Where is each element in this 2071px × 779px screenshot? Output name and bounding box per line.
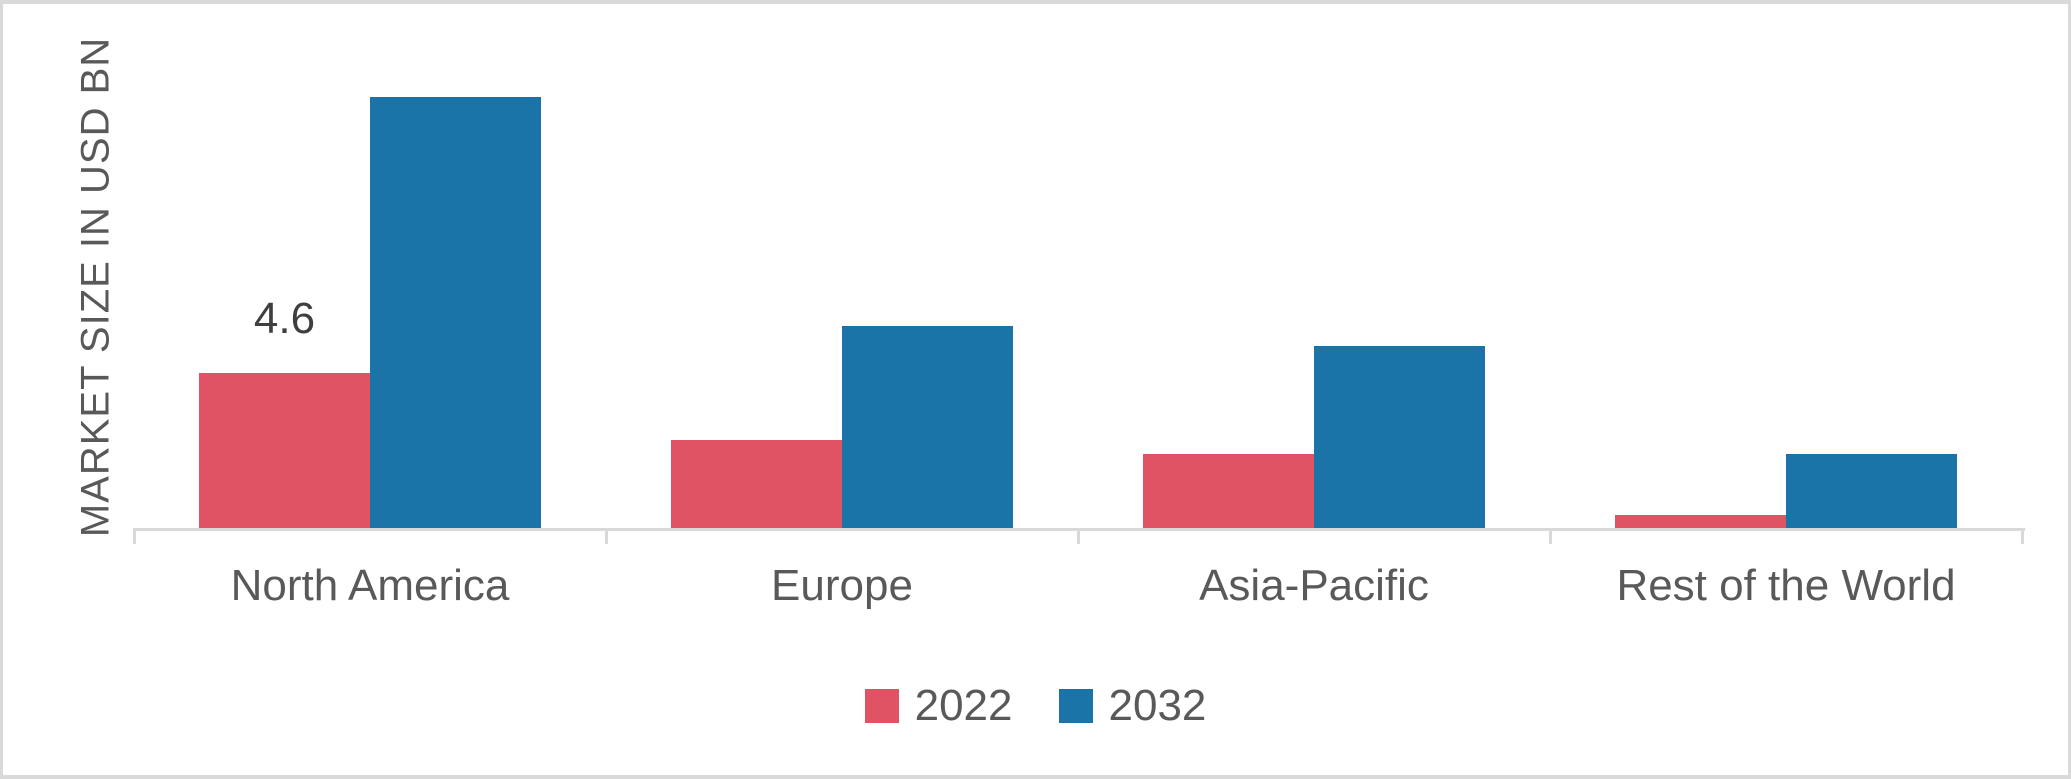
category-label: Rest of the World (1616, 561, 1956, 610)
legend-swatch-icon (864, 689, 899, 723)
bar-value-label: 4.6 (253, 294, 316, 343)
bar-2022 (1143, 454, 1314, 528)
legend-label: 2022 (914, 681, 1013, 730)
bar-2032 (842, 326, 1013, 528)
x-axis-tick (1549, 528, 1552, 544)
bar-2022 (671, 440, 842, 528)
bar-2022 (1615, 515, 1786, 528)
bar-2032 (370, 97, 541, 528)
category-label: Asia-Pacific (1199, 561, 1429, 610)
category-label: North America (230, 561, 510, 610)
legend-item-2032: 2032 (1058, 681, 1207, 730)
x-axis-tick (605, 528, 608, 544)
category-label: Europe (771, 561, 913, 610)
x-axis-tick (1077, 528, 1080, 544)
legend-label: 2032 (1108, 681, 1207, 730)
x-axis-tick (2021, 528, 2024, 544)
bar-2032 (1786, 454, 1957, 528)
bar-2022 (199, 373, 370, 528)
x-axis-tick (133, 528, 136, 544)
legend: 2022 2032 (3, 682, 2068, 730)
plot-area: 4.6 North America Europe Asia-Pacific Rest o… (3, 4, 2068, 775)
legend-swatch-icon (1058, 689, 1093, 723)
legend-item-2022: 2022 (864, 681, 1013, 730)
bar-2032 (1314, 346, 1485, 528)
